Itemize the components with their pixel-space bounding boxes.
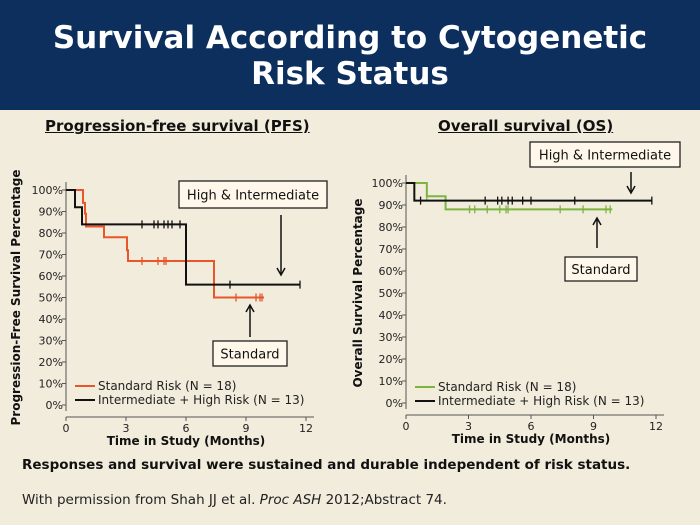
annotation-box (529, 141, 681, 168)
arrowhead (245, 303, 255, 313)
x-tick-label: 12 (649, 420, 663, 433)
annotation-label: Standard (220, 348, 279, 363)
y-tick-label: 20% (379, 353, 403, 366)
x-tick-label: 6 (528, 420, 535, 433)
x-tick-label: 9 (243, 422, 250, 435)
survival-curve-standard (66, 189, 264, 299)
survival-curve-high-intermediate (66, 189, 300, 286)
x-axis-label: Time in Study (Months) (452, 432, 611, 446)
y-tick-label: 60% (379, 265, 403, 278)
y-tick-label: 90% (379, 199, 403, 212)
citation-text: With permission from Shah JJ et al. (22, 492, 260, 508)
title-line-2: Risk Status (251, 56, 449, 92)
legend-label: Intermediate + High Risk (N = 13) (438, 394, 644, 408)
annotation-box (212, 340, 288, 367)
survival-curve-high-intermediate (406, 182, 652, 202)
y-tick-label: 0% (46, 399, 63, 412)
y-tick-label: 80% (379, 221, 403, 234)
annotation-label: High & Intermediate (187, 189, 319, 204)
y-tick-label: 10% (379, 375, 403, 388)
arrowhead (276, 267, 286, 277)
citation: With permission from Shah JJ et al. Proc… (22, 492, 447, 508)
survival-curve-standard (406, 182, 613, 211)
y-tick-label: 10% (39, 378, 63, 391)
y-axis-label: Overall Survival Percentage (351, 198, 365, 387)
x-tick-label: 9 (590, 420, 597, 433)
annotation-label: High & Intermediate (539, 149, 671, 164)
y-tick-label: 40% (379, 309, 403, 322)
annotation-box (178, 180, 328, 209)
os-chart-title: Overall survival (OS) (438, 117, 614, 135)
y-tick-label: 50% (39, 292, 63, 305)
x-axis-label: Time in Study (Months) (107, 434, 266, 448)
legend-label: Intermediate + High Risk (N = 13) (98, 393, 304, 407)
y-axis-label: Progression-Free Survival Percentage (9, 169, 23, 425)
y-tick-label: 50% (379, 287, 403, 300)
annotation-label: Standard (571, 263, 630, 278)
y-tick-label: 70% (379, 243, 403, 256)
x-tick-label: 6 (183, 422, 190, 435)
legend-label: Standard Risk (N = 18) (98, 379, 236, 393)
pfs-chart-title: Progression-free survival (PFS) (45, 117, 310, 135)
y-tick-label: 30% (379, 331, 403, 344)
y-tick-label: 20% (39, 356, 63, 369)
y-tick-label: 80% (39, 227, 63, 240)
title-line-1: Survival According to Cytogenetic (52, 20, 648, 56)
citation-ref: 2012;Abstract 74. (321, 492, 447, 508)
citation-journal: Proc ASH (259, 492, 322, 508)
y-tick-label: 100% (372, 177, 403, 190)
footer-statement: Responses and survival were sustained an… (22, 457, 631, 473)
legend-label: Standard Risk (N = 18) (438, 380, 576, 394)
x-tick-label: 3 (465, 420, 472, 433)
y-tick-label: 70% (39, 249, 63, 262)
y-tick-label: 60% (39, 270, 63, 283)
x-tick-label: 0 (403, 420, 410, 433)
slide-title: Survival According to Cytogenetic Risk S… (0, 0, 700, 110)
x-tick-label: 3 (123, 422, 130, 435)
x-tick-label: 0 (63, 422, 70, 435)
annotation-box (564, 256, 638, 282)
arrowhead (626, 185, 636, 195)
y-tick-label: 30% (39, 335, 63, 348)
y-tick-label: 40% (39, 313, 63, 326)
y-tick-label: 100% (32, 184, 63, 197)
y-tick-label: 0% (386, 397, 403, 410)
x-tick-label: 12 (299, 422, 313, 435)
y-tick-label: 90% (39, 206, 63, 219)
arrowhead (592, 216, 602, 226)
